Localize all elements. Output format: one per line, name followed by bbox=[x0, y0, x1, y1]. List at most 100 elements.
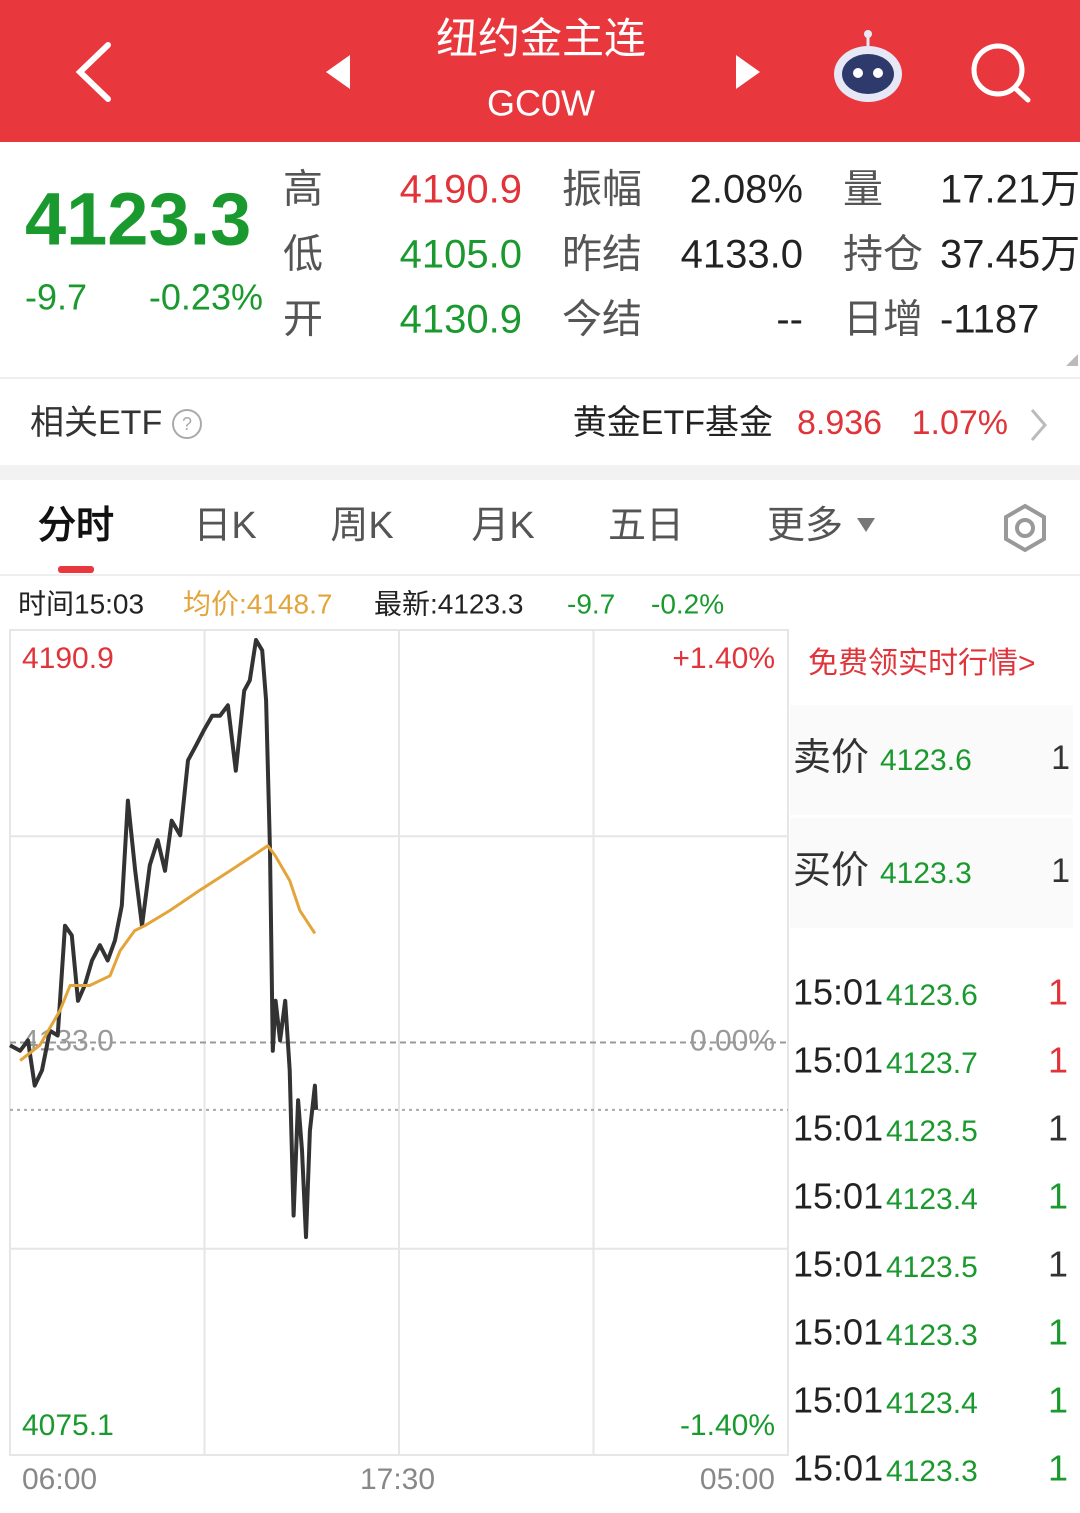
trade-volume: 1 bbox=[1048, 1176, 1068, 1217]
dropdown-arrow bbox=[857, 518, 875, 532]
trade-price: 4123.3 bbox=[886, 1319, 978, 1352]
stat-value: 17.21万 bbox=[940, 168, 1080, 212]
y-tick-label: 4190.9 bbox=[22, 642, 114, 675]
trade-volume: 1 bbox=[1048, 1108, 1068, 1149]
stat-value: 2.08% bbox=[690, 168, 803, 212]
trade-price: 4123.6 bbox=[886, 979, 978, 1012]
trade-time: 15:01 bbox=[793, 1244, 883, 1285]
tab[interactable]: 周K bbox=[330, 505, 393, 547]
last-price: 4123.3 bbox=[25, 178, 251, 261]
quote-label: 卖价 bbox=[793, 737, 869, 779]
help-icon[interactable] bbox=[172, 409, 202, 439]
tab-bar: 分时 日K 周K 月K 五日 更多 bbox=[38, 505, 875, 547]
etf-pct: 1.07% bbox=[912, 404, 1008, 442]
quote-box bbox=[790, 705, 1073, 815]
trade-price: 4123.5 bbox=[886, 1115, 978, 1148]
etf-price: 8.936 bbox=[797, 404, 882, 442]
etf-name: 黄金ETF基金 bbox=[573, 404, 773, 442]
stat-label: 开 bbox=[283, 298, 323, 342]
trade-volume: 1 bbox=[1048, 1380, 1068, 1421]
trade-price: 4123.4 bbox=[886, 1387, 978, 1420]
y2-tick-label: -1.40% bbox=[680, 1409, 775, 1442]
header-code: GC0W bbox=[487, 83, 595, 124]
settings-button[interactable] bbox=[1004, 503, 1046, 553]
price-change-pct: -0.23% bbox=[149, 277, 263, 318]
next-button[interactable] bbox=[736, 55, 760, 89]
price-line bbox=[19, 844, 317, 1062]
info-time: 时间15:03 bbox=[18, 588, 144, 619]
promo-link[interactable]: 免费领实时行情> bbox=[808, 647, 1036, 680]
trade-volume: 1 bbox=[1048, 1040, 1068, 1081]
tab[interactable]: 五日 bbox=[608, 505, 684, 547]
trade-time: 15:01 bbox=[793, 1108, 883, 1149]
quote-volume: 1 bbox=[1051, 852, 1070, 890]
intraday-chart: 4190.9 4133.0 4075.1 +1.40% 0.00% -1.40% 06:00… bbox=[9, 629, 789, 1496]
stat-value: 4105.0 bbox=[400, 233, 522, 277]
trade-volume: 1 bbox=[1048, 1448, 1068, 1489]
trade-time: 15:01 bbox=[793, 1176, 883, 1217]
y2-tick-label: 0.00% bbox=[690, 1024, 775, 1057]
stat-label: 高 bbox=[283, 168, 323, 212]
quote-price: 4123.6 bbox=[880, 744, 972, 777]
stat-label: 低 bbox=[283, 233, 323, 277]
stat-label: 量 bbox=[843, 168, 883, 212]
info-avg: 均价:4148.7 bbox=[183, 588, 332, 619]
trade-time: 15:01 bbox=[793, 1312, 883, 1353]
chevron bbox=[1030, 409, 1047, 441]
trade-price: 4123.5 bbox=[886, 1251, 978, 1284]
quote-volume: 1 bbox=[1051, 739, 1070, 777]
stat-label: 持仓 bbox=[843, 233, 923, 277]
trade-price: 4123.4 bbox=[886, 1183, 978, 1216]
x-tick-label: 05:00 bbox=[700, 1463, 775, 1496]
trade-price: 4123.3 bbox=[886, 1455, 978, 1488]
assistant-icon[interactable] bbox=[834, 30, 902, 102]
trade-time: 15:01 bbox=[793, 1040, 883, 1081]
tab[interactable]: 月K bbox=[471, 505, 534, 547]
tab-indicator bbox=[58, 566, 94, 573]
stat-value: 37.45万 bbox=[940, 233, 1080, 277]
order-book: 免费领实时行情>卖价 4123.6 1买价 4123.3 115:01 4123.6 115… bbox=[790, 647, 1073, 1489]
stat-value: 4133.0 bbox=[681, 233, 803, 277]
stat-label: 今结 bbox=[562, 298, 642, 342]
y-tick-label: 4133.0 bbox=[22, 1024, 114, 1057]
help-icon-glyph: ? bbox=[182, 414, 192, 434]
info-change: -9.7 bbox=[567, 588, 615, 619]
tab[interactable]: 分时 bbox=[38, 505, 114, 547]
trade-volume: 1 bbox=[1048, 972, 1068, 1013]
info-pct: -0.2% bbox=[651, 588, 724, 619]
tab[interactable]: 更多 bbox=[767, 505, 843, 547]
prev-button[interactable] bbox=[326, 55, 350, 89]
x-tick-label: 06:00 bbox=[22, 1463, 97, 1496]
trade-volume: 1 bbox=[1048, 1244, 1068, 1285]
stat-label: 日增 bbox=[843, 298, 923, 342]
stat-value: -1187 bbox=[940, 298, 1039, 342]
back-button[interactable] bbox=[75, 42, 111, 102]
trade-time: 15:01 bbox=[793, 1380, 883, 1421]
quote-label: 买价 bbox=[793, 850, 869, 892]
header-title: 纽约金主连 bbox=[436, 15, 646, 62]
info-latest: 最新:4123.3 bbox=[374, 588, 523, 619]
price-line bbox=[9, 638, 319, 1240]
corner-mark bbox=[1066, 354, 1078, 366]
stat-label: 振幅 bbox=[562, 168, 642, 212]
etf-label: 相关ETF bbox=[30, 404, 162, 442]
quote-box bbox=[790, 818, 1073, 928]
trade-price: 4123.7 bbox=[886, 1047, 978, 1080]
trade-volume: 1 bbox=[1048, 1312, 1068, 1353]
stat-value: -- bbox=[776, 298, 803, 342]
search-button[interactable] bbox=[971, 43, 1031, 103]
y-tick-label: 4075.1 bbox=[22, 1409, 114, 1442]
trade-time: 15:01 bbox=[793, 972, 883, 1013]
trade-time: 15:01 bbox=[793, 1448, 883, 1489]
section-gap bbox=[0, 465, 1080, 480]
stat-value: 4190.9 bbox=[400, 168, 522, 212]
y2-tick-label: +1.40% bbox=[672, 642, 775, 675]
tab[interactable]: 日K bbox=[193, 505, 256, 547]
stat-value: 4130.9 bbox=[400, 298, 522, 342]
stat-label: 昨结 bbox=[562, 233, 642, 277]
x-tick-label: 17:30 bbox=[360, 1463, 435, 1496]
etf-row[interactable]: 相关ETF ? 黄金ETF基金 8.936 1.07% bbox=[30, 404, 1047, 442]
